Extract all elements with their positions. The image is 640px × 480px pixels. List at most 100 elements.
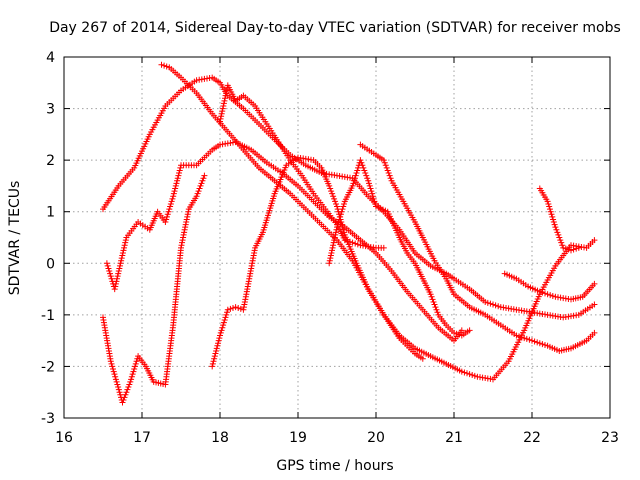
plus-marker bbox=[217, 115, 224, 122]
plus-marker bbox=[114, 381, 121, 388]
plus-marker bbox=[112, 373, 119, 380]
plus-marker bbox=[164, 211, 171, 218]
plus-marker bbox=[531, 338, 538, 345]
y-tick-label: -2 bbox=[41, 359, 55, 375]
plus-marker bbox=[434, 309, 441, 316]
plus-marker bbox=[221, 97, 228, 104]
plus-marker bbox=[218, 110, 225, 117]
plus-marker bbox=[222, 92, 229, 99]
plus-marker bbox=[198, 180, 205, 187]
x-tick-label: 20 bbox=[367, 430, 385, 446]
plus-marker bbox=[330, 239, 337, 246]
plus-marker bbox=[516, 333, 522, 340]
plus-marker bbox=[336, 216, 343, 223]
plus-marker bbox=[333, 200, 340, 207]
plus-marker bbox=[128, 376, 135, 383]
plus-marker bbox=[218, 327, 225, 334]
series-track-6 bbox=[217, 82, 387, 251]
plus-marker bbox=[117, 260, 124, 267]
plus-marker bbox=[382, 162, 389, 169]
plus-marker bbox=[116, 262, 123, 269]
plus-marker bbox=[326, 260, 333, 267]
y-tick-label: 0 bbox=[46, 256, 55, 272]
plus-marker bbox=[419, 355, 426, 362]
plus-marker bbox=[334, 203, 340, 210]
plus-marker bbox=[351, 177, 358, 184]
plus-marker bbox=[461, 369, 468, 376]
plus-marker bbox=[161, 62, 168, 69]
plus-marker bbox=[128, 373, 135, 380]
plus-marker bbox=[113, 378, 120, 385]
plus-marker bbox=[179, 237, 186, 244]
plus-marker bbox=[182, 221, 189, 228]
plus-marker bbox=[518, 334, 525, 341]
plus-marker bbox=[222, 314, 229, 321]
plus-marker bbox=[199, 177, 206, 184]
plus-marker bbox=[197, 182, 204, 189]
plus-marker bbox=[546, 206, 553, 213]
plus-marker bbox=[521, 335, 528, 342]
plus-marker bbox=[132, 360, 139, 367]
plus-marker bbox=[328, 247, 335, 254]
plus-marker bbox=[545, 200, 552, 207]
plus-marker bbox=[534, 339, 541, 346]
plus-marker bbox=[347, 238, 353, 245]
plus-marker bbox=[591, 329, 598, 336]
plus-marker bbox=[337, 213, 344, 220]
chart-title: Day 267 of 2014, Sidereal Day-to-day VTE… bbox=[49, 20, 621, 36]
plus-marker bbox=[174, 175, 181, 182]
y-tick-label: -1 bbox=[41, 308, 55, 324]
plus-marker bbox=[215, 337, 222, 344]
plus-marker bbox=[172, 182, 179, 189]
plus-marker bbox=[369, 190, 376, 197]
plus-marker bbox=[121, 242, 128, 249]
plus-marker bbox=[487, 300, 494, 307]
plus-marker bbox=[380, 244, 387, 251]
plus-marker bbox=[544, 291, 551, 298]
plus-marker bbox=[464, 370, 470, 377]
plus-marker bbox=[365, 180, 372, 187]
plus-marker bbox=[366, 182, 373, 189]
plus-marker bbox=[222, 95, 229, 102]
plus-marker bbox=[367, 185, 374, 192]
plot-frame bbox=[63, 56, 611, 419]
plus-marker bbox=[453, 330, 460, 337]
plus-marker bbox=[180, 234, 187, 241]
plus-marker bbox=[178, 244, 184, 251]
plus-marker bbox=[350, 180, 357, 187]
plus-marker bbox=[124, 386, 131, 393]
plus-marker bbox=[458, 327, 465, 334]
plus-marker bbox=[184, 213, 191, 220]
x-axis-label: GPS time / hours bbox=[276, 458, 393, 474]
plus-marker bbox=[554, 229, 561, 236]
plus-marker bbox=[427, 291, 434, 298]
plus-marker bbox=[337, 211, 344, 218]
plus-marker bbox=[550, 219, 557, 226]
plus-marker bbox=[107, 273, 114, 280]
plus-marker bbox=[466, 371, 473, 378]
plus-marker bbox=[363, 172, 370, 179]
y-tick-label: 3 bbox=[46, 102, 55, 118]
plus-marker bbox=[122, 391, 129, 398]
plus-marker bbox=[112, 283, 119, 290]
plus-marker bbox=[331, 237, 338, 244]
plus-marker bbox=[166, 206, 173, 213]
plus-marker bbox=[547, 292, 554, 299]
plus-marker bbox=[112, 280, 119, 287]
plus-marker bbox=[591, 301, 598, 308]
plus-marker bbox=[162, 219, 169, 226]
plus-marker bbox=[559, 242, 566, 249]
plus-marker bbox=[546, 203, 553, 210]
plus-marker bbox=[328, 188, 335, 195]
plus-marker bbox=[539, 289, 546, 296]
plus-marker bbox=[355, 164, 362, 171]
x-tick-label: 19 bbox=[289, 430, 307, 446]
plus-marker bbox=[119, 399, 126, 406]
plus-marker bbox=[122, 237, 129, 244]
plus-marker bbox=[196, 185, 203, 192]
plus-marker bbox=[542, 341, 548, 348]
plus-marker bbox=[334, 224, 340, 231]
plus-marker bbox=[183, 219, 190, 226]
plus-marker bbox=[333, 226, 340, 233]
plus-marker bbox=[184, 211, 191, 218]
